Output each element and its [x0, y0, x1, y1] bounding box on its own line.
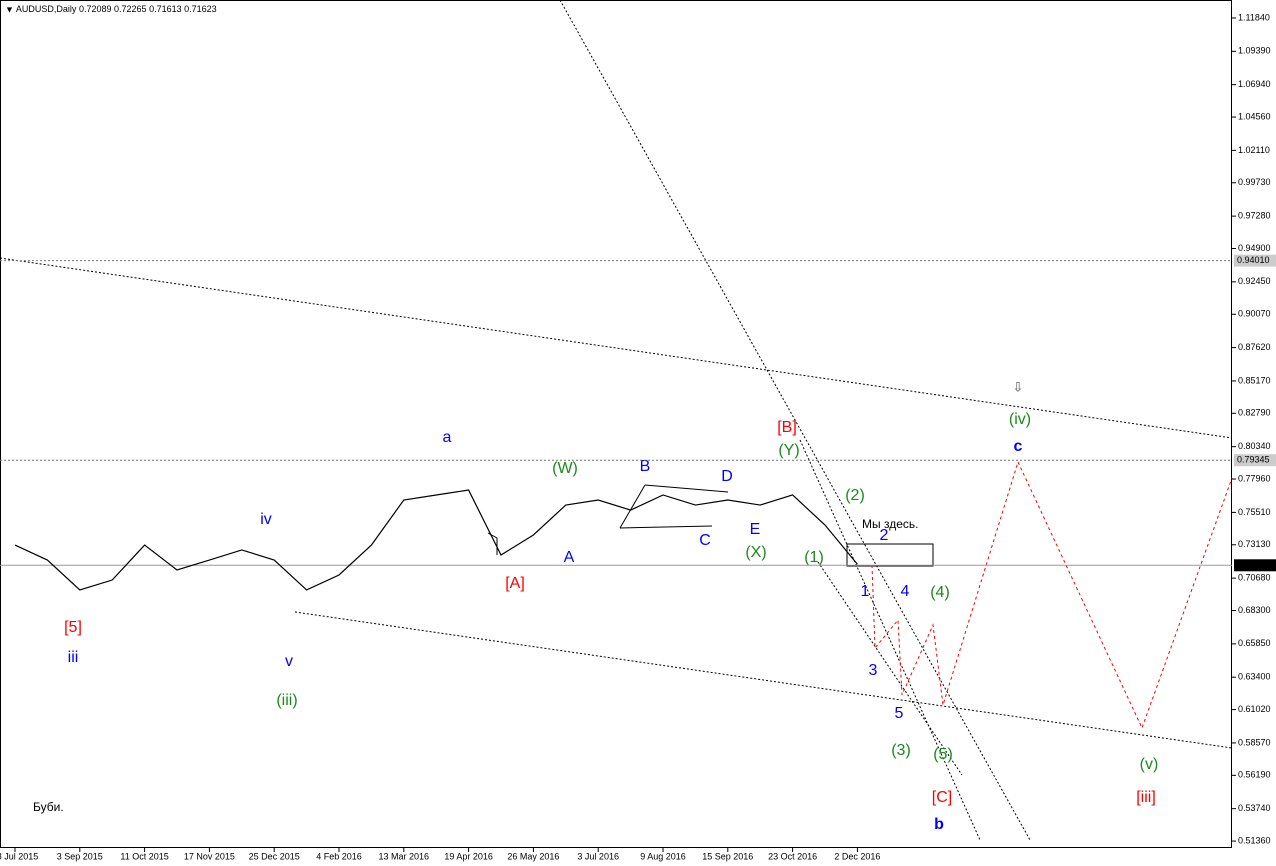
y-tick-label: 1.06940 [1238, 79, 1271, 89]
wave-label: [B] [777, 419, 797, 436]
plot-frame [0, 0, 1232, 848]
wave-label: v [285, 653, 293, 670]
wave-label: D [721, 468, 733, 485]
y-tick-label: 1.04560 [1238, 111, 1271, 121]
x-tick-label: 13 Mar 2016 [379, 851, 430, 861]
y-tick-label: 0.53740 [1238, 803, 1271, 813]
forecast-path [871, 460, 1233, 730]
y-tick-label: 0.56190 [1238, 770, 1271, 780]
wave-label: (2) [845, 487, 865, 504]
wave-label: (X) [745, 544, 766, 561]
y-tick-label: 0.63400 [1238, 672, 1271, 682]
wave-label: b [934, 816, 944, 833]
x-tick-label: 17 Nov 2015 [184, 851, 235, 861]
y-tick-label: 0.70680 [1238, 573, 1271, 583]
trend-line [817, 561, 963, 776]
wave-label: (W) [552, 460, 578, 477]
y-tick-label: 0.77960 [1238, 473, 1271, 483]
trend-line [0, 257, 1233, 439]
x-tick-label: 23 Oct 2016 [768, 851, 817, 861]
wave-label: A [564, 549, 575, 566]
level-badge [1234, 559, 1276, 572]
wave-label: iii [68, 649, 79, 666]
arrow-icon: ⇩ [1013, 379, 1024, 394]
wave-label: E [750, 521, 761, 538]
y-tick-label: 0.65850 [1238, 638, 1271, 648]
wave-label: (v) [1140, 756, 1159, 773]
wave-label: 5 [895, 705, 904, 722]
x-tick-label: 28 Jul 2015 [0, 851, 38, 861]
y-tick-label: 0.87620 [1238, 342, 1271, 352]
x-tick-label: 4 Feb 2016 [316, 851, 362, 861]
y-tick-label: 0.82790 [1238, 408, 1271, 418]
level-label: 0.79345 [1237, 455, 1270, 465]
annotations: a iv [5] iii v (iii) [A] (W) A B C D E (… [33, 411, 1158, 833]
wave-label: (iii) [276, 692, 297, 709]
y-tick-label: 0.80340 [1238, 441, 1271, 451]
y-tick-label: 0.92450 [1238, 276, 1271, 286]
x-tick-label: 19 Apr 2016 [444, 851, 493, 861]
y-tick-label: 1.11840 [1238, 12, 1270, 22]
x-tick-label: 9 Aug 2016 [640, 851, 686, 861]
wave-label: 2 [880, 527, 889, 544]
y-tick-label: 1.02110 [1238, 145, 1270, 155]
wave-label: (Y) [778, 442, 799, 459]
wave-label: B [640, 458, 651, 475]
triangle [487, 484, 729, 555]
trend-line [294, 611, 1233, 749]
trend-line [559, 0, 1031, 841]
y-tick-label: 0.75510 [1238, 507, 1271, 517]
y-tick-label: 0.51360 [1238, 835, 1271, 845]
x-tick-label: 26 May 2016 [507, 851, 559, 861]
x-tick-label: 3 Jul 2016 [577, 851, 619, 861]
level-label: 0.71623 [1237, 560, 1270, 570]
level-badge [1234, 254, 1276, 267]
wave-label: iv [260, 511, 272, 528]
wave-label: (4) [930, 584, 950, 601]
y-tick-label: 0.73130 [1238, 539, 1271, 549]
wave-label: (3) [891, 742, 911, 759]
y-tick-label: 0.94900 [1238, 243, 1271, 253]
x-tick-label: 11 Oct 2015 [120, 851, 168, 861]
y-tick-label: 0.61020 [1238, 704, 1271, 714]
wave-label: 3 [869, 662, 878, 679]
y-tick-label: 0.58570 [1238, 737, 1271, 747]
x-tick-label: 25 Dec 2015 [249, 851, 300, 861]
y-tick-label: 0.97280 [1238, 210, 1271, 220]
header-symbol: ▼ AUDUSD,Daily 0.72089 0.72265 0.71613 0… [5, 4, 217, 14]
target-box [846, 543, 934, 567]
x-tick-label: 15 Sep 2016 [702, 851, 753, 861]
wave-label: (iv) [1009, 411, 1031, 428]
wave-label: c [1014, 438, 1023, 455]
wave-label: a [443, 429, 452, 446]
note: Буби. [33, 800, 64, 814]
note: Мы здесь. [862, 517, 918, 531]
y-tick-label: 0.85170 [1238, 375, 1271, 385]
wave-label: [5] [64, 619, 82, 636]
y-tick-label: 0.99730 [1238, 177, 1271, 187]
y-tick-label: 0.68300 [1238, 605, 1271, 615]
wave-label: 1 [861, 583, 870, 600]
wave-label: [C] [932, 789, 952, 806]
wave-label: 4 [901, 583, 910, 600]
wave-label: (1) [804, 549, 824, 566]
wave-label: [iii] [1136, 789, 1156, 806]
wave-label: C [699, 532, 711, 549]
price-line [14, 489, 858, 591]
x-tick-label: 2 Dec 2016 [834, 851, 880, 861]
wave-label: [A] [505, 575, 525, 592]
level-label: 0.94010 [1237, 255, 1270, 265]
x-tick-label: 3 Sep 2015 [57, 851, 103, 861]
level-badge [1234, 454, 1276, 467]
wave-label: (5) [933, 746, 953, 763]
trend-line [799, 439, 981, 841]
y-tick-label: 0.90070 [1238, 309, 1271, 319]
trend-lines [0, 0, 1233, 841]
y-tick-label: 1.09390 [1238, 46, 1271, 56]
